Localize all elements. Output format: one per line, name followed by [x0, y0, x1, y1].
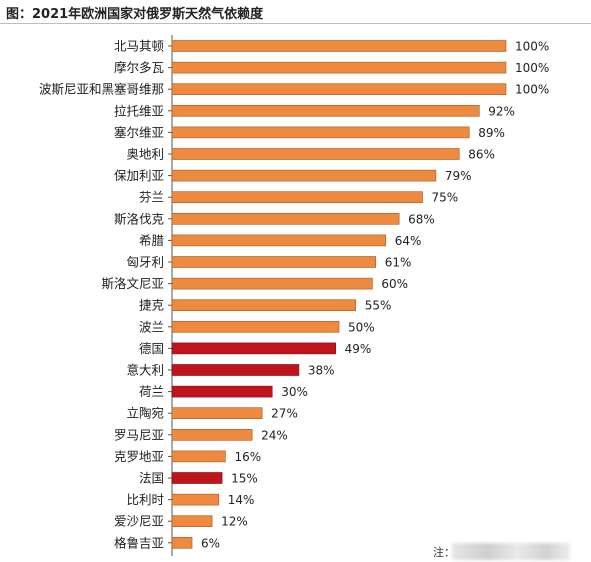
value-label: 100% — [515, 40, 549, 54]
value-label: 75% — [432, 191, 459, 205]
source-note: 注： — [433, 546, 455, 559]
value-label: 12% — [221, 515, 248, 529]
category-label: 斯洛文尼亚 — [101, 276, 164, 291]
category-label: 波兰 — [139, 319, 164, 334]
category-label: 意大利 — [126, 363, 164, 378]
bar — [171, 191, 423, 203]
category-label: 斯洛伐克 — [114, 211, 164, 226]
value-label: 49% — [345, 342, 372, 356]
value-label: 92% — [488, 104, 515, 118]
category-label: 克罗地亚 — [114, 449, 164, 464]
category-label: 爱沙尼亚 — [114, 514, 164, 529]
category-label: 格鲁吉亚 — [114, 535, 164, 550]
bar — [171, 213, 400, 225]
category-label: 罗马尼亚 — [114, 427, 164, 442]
value-label: 64% — [395, 234, 422, 248]
bar — [171, 493, 220, 506]
value-label: 100% — [515, 61, 549, 75]
bar — [171, 450, 226, 463]
category-label: 北马其顿 — [114, 39, 165, 54]
bar — [171, 299, 356, 312]
value-label: 60% — [381, 277, 408, 291]
bar — [171, 256, 377, 268]
bar — [171, 234, 387, 247]
bar-highlighted — [171, 342, 336, 355]
bar — [171, 536, 193, 549]
value-label: 79% — [445, 169, 472, 183]
value-label: 15% — [231, 472, 258, 486]
category-label: 拉托维亚 — [114, 103, 164, 118]
category-label: 法国 — [139, 471, 164, 486]
category-label: 荷兰 — [139, 384, 164, 399]
bar — [171, 277, 373, 290]
title-divider — [0, 23, 591, 24]
value-label: 50% — [348, 320, 375, 334]
bar-highlighted — [171, 364, 300, 376]
chart-title: 图：2021年欧洲国家对俄罗斯天然气依赖度 — [6, 7, 264, 22]
value-label: 30% — [281, 385, 308, 399]
value-label: 27% — [271, 407, 298, 421]
category-label: 德国 — [139, 341, 164, 356]
bar — [171, 148, 460, 160]
value-label: 61% — [385, 256, 412, 270]
value-label: 14% — [228, 493, 255, 507]
category-label: 芬兰 — [139, 190, 164, 205]
bar — [171, 169, 437, 182]
bar — [171, 40, 507, 52]
category-label: 摩尔多瓦 — [114, 60, 164, 75]
bar-highlighted — [171, 385, 273, 398]
value-label: 55% — [365, 299, 392, 313]
bar — [171, 105, 480, 117]
value-label: 89% — [478, 126, 505, 140]
bar — [171, 407, 263, 420]
bar — [171, 428, 253, 441]
value-label: 38% — [308, 364, 335, 378]
bar — [171, 83, 507, 95]
value-label: 68% — [408, 212, 435, 226]
bar — [171, 61, 507, 74]
value-label: 6% — [201, 536, 220, 550]
obscured-source-text — [452, 543, 570, 560]
bar-highlighted — [171, 472, 223, 484]
category-label: 比利时 — [126, 492, 164, 507]
category-label: 希腊 — [139, 233, 165, 248]
category-label: 奥地利 — [126, 147, 164, 162]
category-label: 保加利亚 — [114, 168, 164, 183]
value-label: 86% — [468, 148, 495, 162]
bar — [171, 515, 213, 528]
bar — [171, 320, 340, 333]
value-label: 100% — [515, 83, 549, 97]
category-label: 波斯尼亚和黑塞哥维那 — [39, 82, 164, 97]
category-label: 捷克 — [139, 298, 164, 313]
value-label: 24% — [261, 428, 288, 442]
category-label: 塞尔维亚 — [114, 125, 164, 140]
value-label: 16% — [234, 450, 261, 464]
category-label: 匈牙利 — [126, 255, 164, 270]
category-label: 立陶宛 — [126, 406, 164, 421]
bar — [171, 126, 470, 139]
